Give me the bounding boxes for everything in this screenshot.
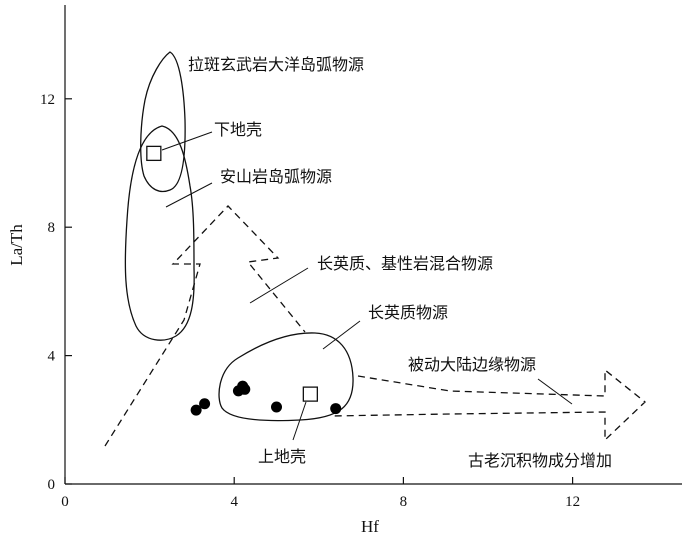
data-point [190,404,202,416]
label-upper-crust: 上地壳 [258,447,306,466]
x-tick-label: 8 [400,494,408,510]
x-axis-label: Hf [361,517,379,536]
label-mixed-source: 长英质、基性岩混合物源 [317,254,493,273]
leader-lower-crust [161,131,213,151]
mixed-source-arrow [104,205,306,447]
upper-crust-marker [302,386,318,402]
label-old-sediment: 古老沉积物成分增加 [468,451,612,470]
y-tick-label: 8 [48,220,56,236]
y-axis-label: La/Th [7,224,26,266]
x-ticks: 0 4 8 12 [61,477,580,510]
sample-points [190,380,342,416]
label-tholeiite-arc: 拉斑玄武岩大洋岛弧物源 [188,55,364,74]
leader-mixed [249,267,309,304]
y-ticks: 0 4 8 12 [40,92,72,493]
data-point [239,383,251,395]
label-lower-crust: 下地壳 [214,120,262,139]
field-outline-tholeiite-arc [140,51,186,193]
leader-andesite [165,182,213,208]
label-passive-margin: 被动大陆边缘物源 [408,355,536,374]
passive-margin-arrow [329,368,646,442]
field-outline-felsic [218,332,354,422]
field-outline-andesite-arc [124,125,195,341]
y-tick-label: 4 [48,349,56,365]
label-felsic-source: 长英质物源 [368,303,448,322]
leader-upper-crust [292,401,307,441]
data-point [271,401,282,413]
data-point [199,398,211,410]
y-tick-label: 0 [48,477,56,493]
x-tick-label: 0 [61,494,69,510]
data-point [330,403,342,415]
y-tick-label: 12 [40,92,55,108]
x-tick-label: 12 [565,494,580,510]
leader-felsic [322,320,361,350]
lower-crust-marker [146,145,162,162]
x-tick-label: 4 [230,494,238,510]
label-andesite-arc: 安山岩岛弧物源 [220,167,332,186]
leader-passive [537,378,573,405]
